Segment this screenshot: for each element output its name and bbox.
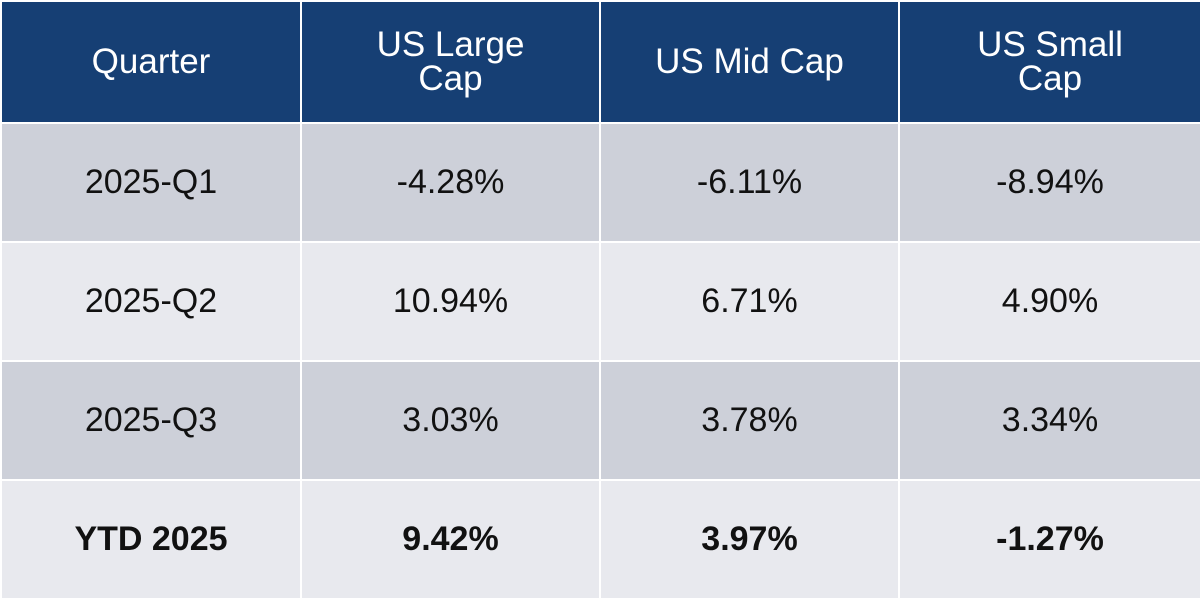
- return-cell: -4.28%: [300, 122, 601, 243]
- table-row: YTD 2025 9.42% 3.97% -1.27%: [0, 479, 1200, 600]
- row-label: 2025-Q1: [0, 122, 302, 243]
- header-text: Quarter: [91, 42, 211, 81]
- table-row: 2025-Q2 10.94% 6.71% 4.90%: [0, 241, 1200, 362]
- return-cell: 3.34%: [898, 360, 1200, 481]
- header-cell: Quarter: [0, 0, 302, 124]
- header-text: US Mid Cap: [655, 42, 844, 81]
- return-cell: -8.94%: [898, 122, 1200, 243]
- row-label: YTD 2025: [0, 479, 302, 600]
- table-row: 2025-Q3 3.03% 3.78% 3.34%: [0, 360, 1200, 481]
- table-body: 2025-Q1 -4.28% -6.11% -8.94% 2025-Q2 10.94% 6.…: [0, 122, 1200, 600]
- header-cell: US Mid Cap: [599, 0, 900, 124]
- header-row: Quarter US Large Cap US Mid Cap US Small Ca…: [0, 0, 1200, 124]
- return-cell: -6.11%: [599, 122, 900, 243]
- header-text: US Small Cap: [977, 25, 1123, 98]
- return-cell: 10.94%: [300, 241, 601, 362]
- return-cell: -1.27%: [898, 479, 1200, 600]
- table-row: 2025-Q1 -4.28% -6.11% -8.94%: [0, 122, 1200, 243]
- row-label: 2025-Q3: [0, 360, 302, 481]
- header-cell: US Small Cap: [898, 0, 1200, 124]
- row-label: 2025-Q2: [0, 241, 302, 362]
- return-cell: 4.90%: [898, 241, 1200, 362]
- table-header: Quarter US Large Cap US Mid Cap US Small Ca…: [0, 0, 1200, 124]
- return-cell: 3.78%: [599, 360, 900, 481]
- return-cell: 3.97%: [599, 479, 900, 600]
- header-text: US Large Cap: [376, 25, 525, 98]
- return-cell: 9.42%: [300, 479, 601, 600]
- return-cell: 3.03%: [300, 360, 601, 481]
- return-cell: 6.71%: [599, 241, 900, 362]
- header-cell: US Large Cap: [300, 0, 601, 124]
